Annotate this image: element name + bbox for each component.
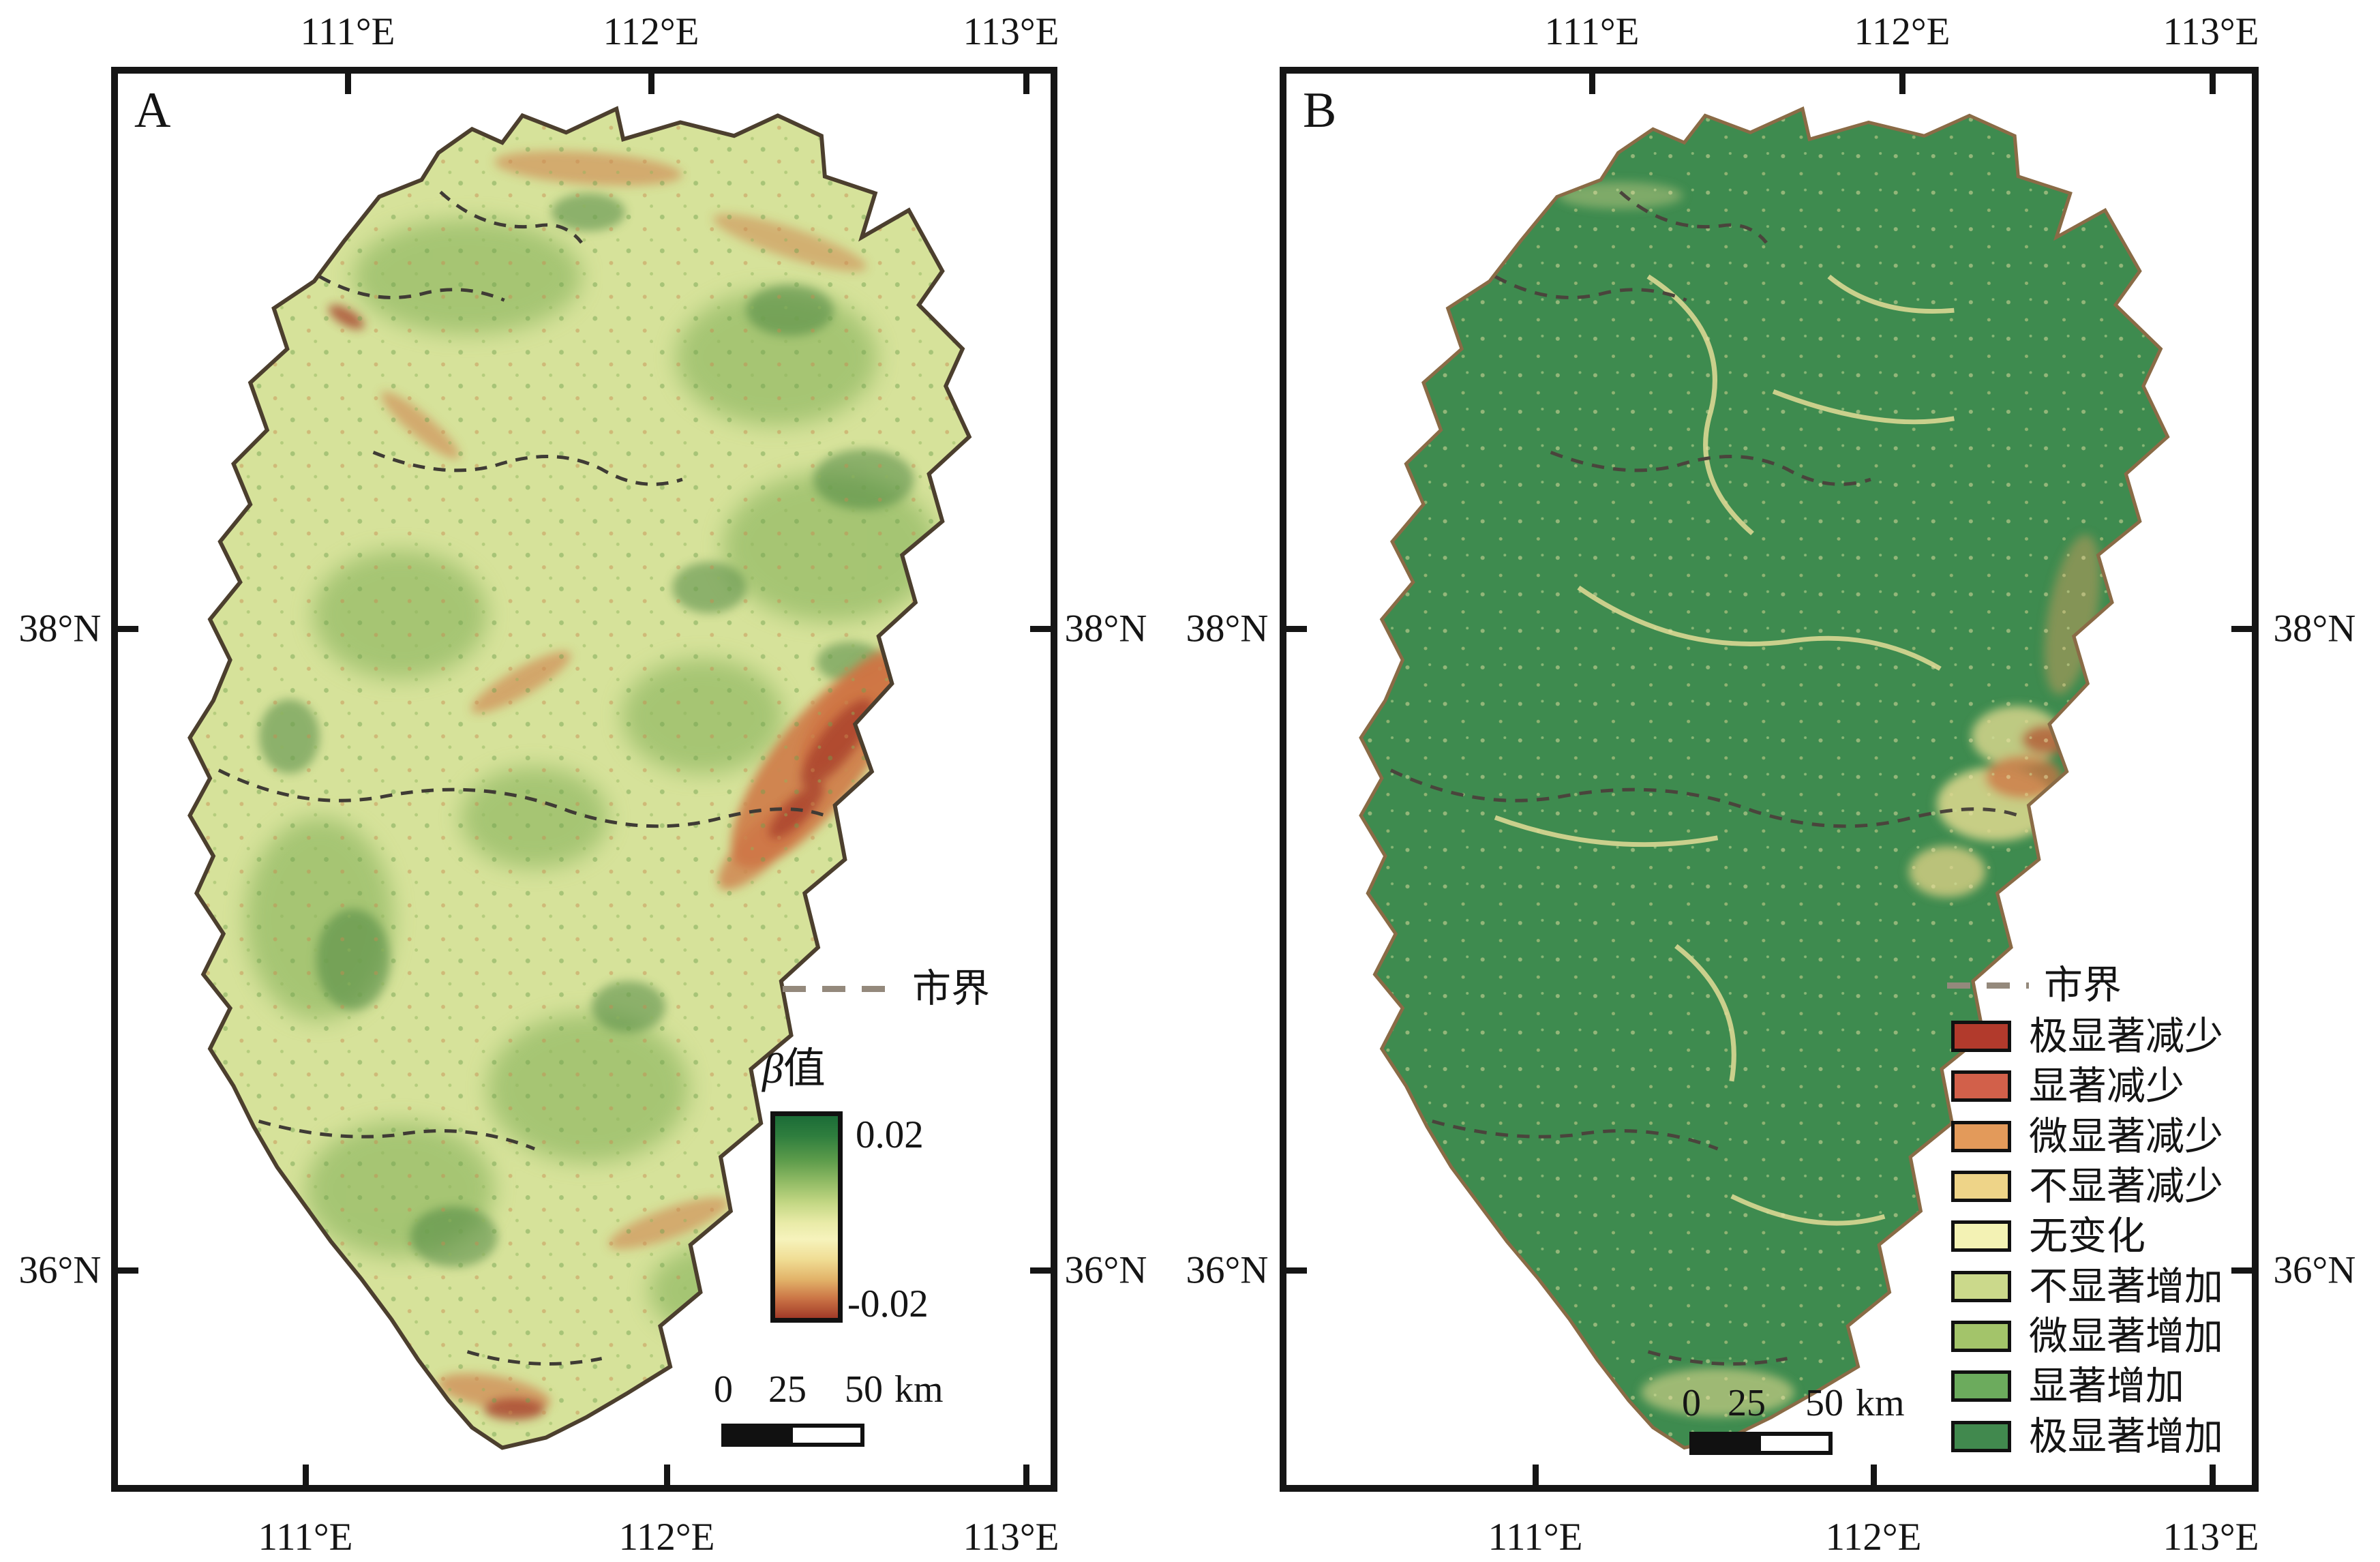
tick [303, 1465, 309, 1485]
lon-tick-label: 111°E [1488, 1516, 1583, 1559]
legend-swatch [1951, 1171, 2011, 1202]
colorbar-title: β值 [762, 1048, 826, 1090]
legend-item: 显著减少 [1951, 1064, 2184, 1108]
lat-tick-label: 36°N [2273, 1248, 2356, 1292]
legend-label: 显著增加 [2029, 1364, 2184, 1408]
tick [1023, 1465, 1029, 1485]
lon-tick-label: 112°E [618, 1516, 715, 1559]
legend-item-boundary-a: 市界 [783, 970, 990, 1008]
beta-symbol: β [762, 1046, 783, 1092]
legend-label: 无变化 [2029, 1214, 2145, 1258]
scalebar-unit: km [1856, 1382, 1905, 1424]
boundary-label: 市界 [912, 967, 990, 1010]
city-boundary-lines-a [217, 190, 831, 1366]
panel-b-map [1286, 74, 2252, 1485]
tick [1023, 74, 1029, 94]
lon-tick-label: 113°E [963, 1516, 1059, 1559]
scalebar-unit: km [894, 1368, 944, 1411]
colorbar-min-label: -0.02 [847, 1282, 929, 1325]
legend-swatch [1951, 1220, 2011, 1252]
tick [1030, 1267, 1051, 1274]
legend-swatch [1951, 1271, 2011, 1302]
tick [2231, 626, 2252, 632]
value-char: 值 [783, 1046, 826, 1092]
tick [1533, 1465, 1539, 1485]
scalebar-zero: 0 [714, 1368, 733, 1411]
lon-tick-label: 111°E [258, 1516, 353, 1559]
legend-swatch [1951, 1021, 2011, 1052]
tick [118, 626, 138, 632]
scalebar-a [721, 1424, 864, 1447]
city-boundary-lines-b [1389, 190, 2025, 1366]
legend-label: 不显著减少 [2029, 1165, 2223, 1208]
tick [1899, 74, 1905, 94]
legend-label: 不显著增加 [2029, 1265, 2223, 1308]
legend-label: 极显著减少 [2029, 1015, 2223, 1058]
lat-tick-label: 36°N [18, 1248, 102, 1292]
tick [1286, 1267, 1307, 1274]
lon-tick-label: 112°E [1854, 10, 1950, 53]
tick [1589, 74, 1595, 94]
legend-item: 极显著增加 [1951, 1417, 2223, 1456]
legend-item: 显著增加 [1951, 1364, 2184, 1408]
tick [1286, 626, 1307, 632]
scalebar-end: 50 [845, 1368, 883, 1411]
legend-item: 不显著增加 [1951, 1267, 2223, 1306]
tick [345, 74, 351, 94]
lon-tick-label: 113°E [2163, 10, 2259, 53]
tick [118, 1267, 138, 1274]
panel-a-map [118, 74, 1051, 1485]
dashed-line-sample [1947, 982, 2029, 989]
lat-tick-label: 36°N [1186, 1248, 1269, 1292]
legend-swatch [1951, 1070, 2011, 1102]
legend-label: 极显著增加 [2029, 1415, 2223, 1458]
colorbar-max-label: 0.02 [856, 1113, 924, 1156]
tick [2210, 1465, 2216, 1485]
tick [664, 1465, 670, 1485]
legend-swatch [1951, 1421, 2011, 1452]
legend-item: 不显著减少 [1951, 1165, 2223, 1208]
lat-tick-label: 38°N [18, 607, 102, 650]
region-texture-a [190, 108, 969, 1448]
lon-tick-label: 113°E [963, 10, 1059, 53]
legend-item: 微显著减少 [1951, 1117, 2223, 1156]
legend-label: 微显著增加 [2029, 1315, 2223, 1358]
scalebar-mid: 25 [768, 1368, 807, 1411]
lat-tick-label: 38°N [1064, 607, 1147, 650]
scalebar-end: 50 [1805, 1382, 1843, 1424]
legend-item: 微显著增加 [1951, 1315, 2223, 1358]
lat-tick-label: 38°N [2273, 607, 2356, 650]
legend-swatch [1951, 1370, 2011, 1402]
lon-tick-label: 113°E [2163, 1516, 2259, 1559]
lon-tick-label: 112°E [603, 10, 699, 53]
tick [2210, 74, 2216, 94]
lat-tick-label: 38°N [1186, 607, 1269, 650]
lon-tick-label: 112°E [1825, 1516, 1922, 1559]
tick [1871, 1465, 1877, 1485]
scalebar-mid: 25 [1728, 1382, 1766, 1424]
tick [2231, 1267, 2252, 1274]
legend-item: 极显著减少 [1951, 1015, 2223, 1058]
panel-a-label: A [134, 82, 171, 138]
legend-item: 无变化 [1951, 1214, 2145, 1258]
tick [648, 74, 654, 94]
dashed-line-sample [783, 985, 894, 992]
lon-tick-label: 111°E [1544, 10, 1640, 53]
colorbar [770, 1111, 843, 1323]
legend-label: 显著减少 [2029, 1064, 2184, 1108]
legend-label: 微显著减少 [2029, 1115, 2223, 1158]
scalebar-zero: 0 [1682, 1382, 1701, 1424]
panel-b-label: B [1303, 82, 1337, 138]
legend-item-boundary-b: 市界 [1947, 963, 2122, 1007]
legend-swatch [1951, 1121, 2011, 1152]
lon-tick-label: 111°E [300, 10, 395, 53]
boundary-label: 市界 [2044, 963, 2122, 1007]
legend-swatch [1951, 1321, 2011, 1352]
lat-tick-label: 36°N [1064, 1248, 1147, 1292]
scalebar-b [1689, 1432, 1833, 1455]
tick [1030, 626, 1051, 632]
